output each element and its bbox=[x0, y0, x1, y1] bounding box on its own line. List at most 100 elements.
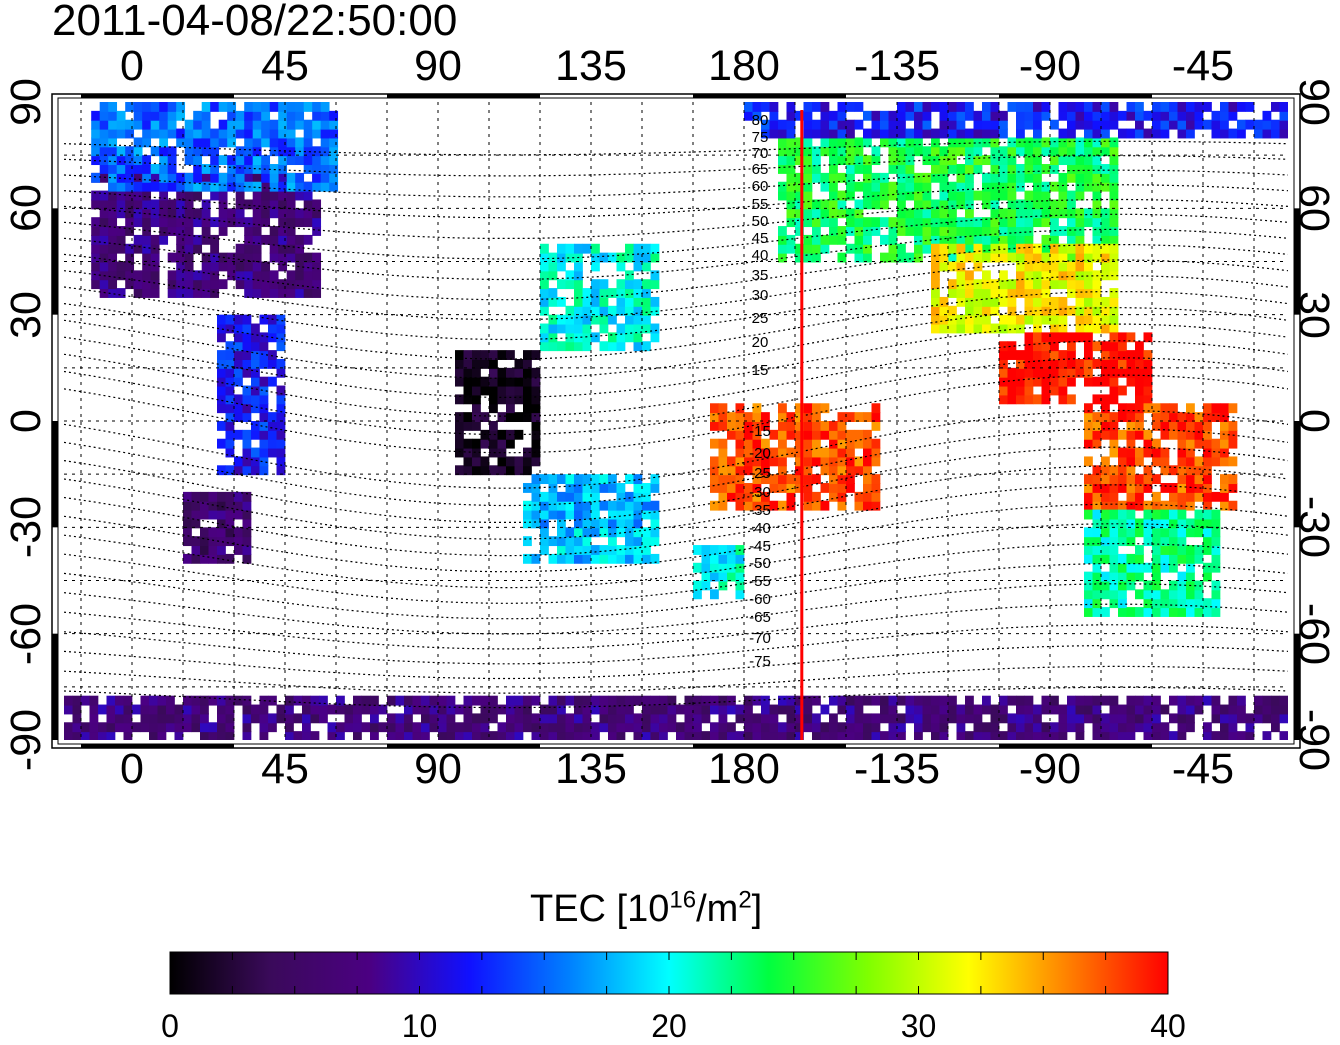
tec-cell bbox=[142, 190, 152, 201]
tec-cell bbox=[846, 243, 855, 254]
tec-cell bbox=[914, 181, 923, 192]
tec-cell bbox=[1067, 199, 1076, 210]
tec-cell bbox=[1109, 305, 1119, 316]
tec-cell bbox=[1135, 491, 1144, 502]
tec-cell bbox=[1203, 483, 1212, 493]
tec-cell bbox=[786, 217, 796, 228]
tec-cell bbox=[150, 208, 160, 219]
tec-cell bbox=[531, 491, 541, 502]
tec-cell bbox=[286, 119, 296, 130]
tec-cell bbox=[167, 252, 177, 263]
tec-cell bbox=[812, 119, 821, 130]
mag-contour bbox=[64, 428, 1288, 507]
tec-cell bbox=[1033, 146, 1042, 157]
tec-cell bbox=[650, 536, 660, 547]
tec-cell bbox=[1058, 270, 1068, 281]
tec-cell bbox=[642, 704, 651, 715]
tec-cell bbox=[1075, 172, 1085, 183]
tec-cell bbox=[803, 695, 813, 706]
lon-tick-label: 90 bbox=[414, 42, 462, 90]
tec-cell bbox=[582, 305, 592, 316]
tec-cell bbox=[608, 305, 617, 316]
tec-cell bbox=[244, 181, 254, 192]
mag-contour bbox=[64, 645, 1288, 680]
tec-cell bbox=[312, 102, 322, 112]
tec-cell bbox=[523, 553, 532, 564]
tec-cell bbox=[489, 447, 498, 458]
tec-cell bbox=[320, 110, 330, 121]
tec-cell bbox=[871, 500, 881, 511]
tec-cell bbox=[854, 695, 864, 706]
tec-cell bbox=[1203, 571, 1212, 582]
tec-cell bbox=[286, 217, 296, 228]
tec-cell bbox=[208, 545, 218, 555]
tec-cell bbox=[99, 155, 109, 166]
tec-cell bbox=[616, 527, 626, 538]
tec-cell bbox=[108, 137, 118, 148]
tec-cell bbox=[990, 199, 1000, 210]
tec-cell bbox=[329, 110, 339, 121]
tec-cell bbox=[133, 217, 143, 228]
tec-cell bbox=[582, 704, 592, 715]
tec-cell bbox=[1203, 509, 1212, 520]
tec-cell bbox=[1050, 376, 1059, 387]
mag-contour bbox=[64, 465, 1288, 540]
tec-cell bbox=[1101, 571, 1110, 582]
tec-cell bbox=[1041, 695, 1051, 706]
tec-cell bbox=[244, 164, 254, 174]
tec-cell bbox=[225, 323, 235, 334]
tec-cell bbox=[982, 102, 991, 112]
tec-cell bbox=[565, 545, 575, 555]
tec-cell bbox=[1186, 500, 1195, 511]
tec-cell bbox=[523, 358, 532, 369]
tec-cell bbox=[931, 279, 940, 290]
tec-cell bbox=[905, 164, 915, 174]
tec-cell bbox=[176, 181, 186, 192]
tec-cell bbox=[1007, 234, 1017, 245]
tec-cell bbox=[812, 429, 821, 440]
tec-cell bbox=[1067, 341, 1076, 352]
tec-cell bbox=[625, 713, 634, 724]
tec-cell bbox=[242, 341, 252, 352]
tec-cell bbox=[1143, 598, 1153, 609]
tec-cell bbox=[650, 243, 660, 254]
tec-cell bbox=[1109, 598, 1119, 609]
tec-cell bbox=[591, 722, 600, 733]
frame-tick bbox=[693, 744, 846, 748]
tec-cell bbox=[1169, 598, 1178, 609]
tec-cell bbox=[1007, 314, 1017, 325]
tec-cell bbox=[1109, 412, 1119, 422]
tec-cell bbox=[1109, 164, 1119, 174]
tec-cell bbox=[514, 731, 524, 740]
mag-lat-label: -70 bbox=[749, 630, 771, 647]
tec-cell bbox=[591, 545, 600, 555]
tec-cell bbox=[786, 447, 796, 458]
tec-cell bbox=[795, 704, 804, 715]
tec-cell bbox=[320, 146, 330, 157]
tec-cell bbox=[64, 695, 73, 706]
tec-cell bbox=[616, 341, 626, 352]
tec-cell bbox=[497, 722, 507, 733]
tec-cell bbox=[880, 110, 889, 121]
tec-cell bbox=[778, 155, 787, 166]
tec-cell bbox=[769, 102, 779, 112]
tec-cell bbox=[1033, 243, 1042, 254]
tec-cell bbox=[744, 483, 753, 493]
tec-cell bbox=[1118, 500, 1127, 511]
tec-cell bbox=[108, 208, 118, 219]
tec-cell bbox=[812, 155, 821, 166]
tec-cell bbox=[829, 155, 838, 166]
tec-cell bbox=[312, 279, 322, 290]
tec-cell bbox=[1220, 731, 1229, 740]
mag-contour bbox=[64, 291, 1288, 360]
tec-cell bbox=[931, 288, 940, 298]
tec-cell bbox=[973, 252, 983, 263]
tec-cell bbox=[761, 102, 770, 112]
tec-cell bbox=[1135, 385, 1144, 396]
tec-cell bbox=[1118, 128, 1127, 139]
tec-cell bbox=[234, 394, 243, 405]
tec-cell bbox=[1092, 146, 1102, 157]
tec-cell bbox=[242, 456, 252, 467]
tec-cell bbox=[1041, 341, 1051, 352]
tec-cell bbox=[1152, 403, 1161, 414]
